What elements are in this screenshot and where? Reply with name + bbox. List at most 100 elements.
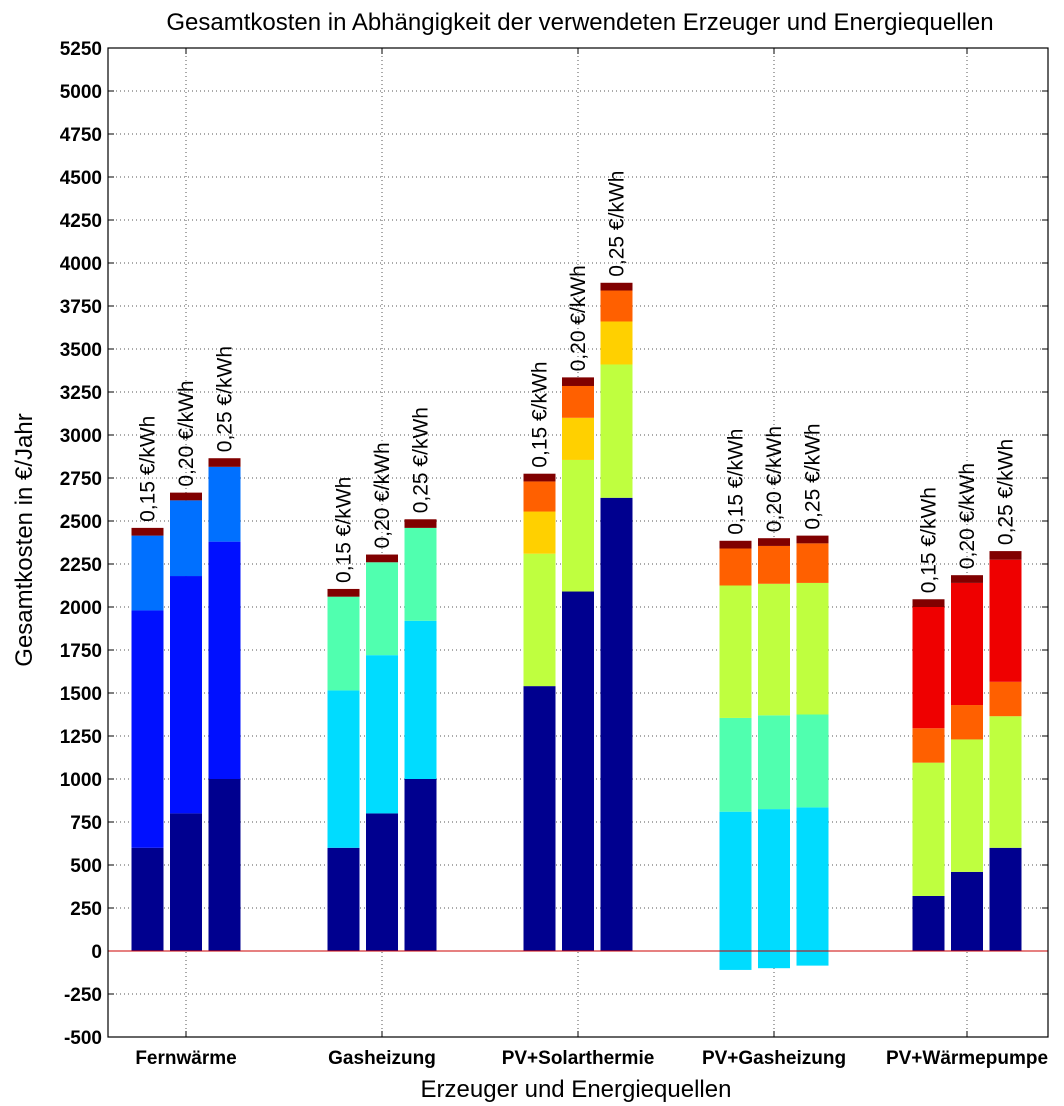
bar-segment: [796, 582, 829, 715]
y-tick-label: 5000: [60, 82, 102, 103]
bar-price-label: 0,25 €/kWh: [214, 346, 237, 452]
bar-segment: [951, 575, 983, 583]
bar-segment: [989, 559, 1022, 682]
y-tick-label: 0: [91, 942, 102, 963]
x-category-labels: Fernwärme Gasheizung PV+Solarthermie PV+Gas…: [135, 1048, 1048, 1069]
bar-segment: [600, 290, 633, 322]
bar-price-label: 0,25 €/kWh: [995, 439, 1018, 545]
y-tick-label: 1750: [60, 641, 102, 662]
bar-segment: [170, 813, 202, 951]
y-tick-label: 3250: [60, 383, 102, 404]
bar-segment: [131, 527, 164, 536]
y-axis-label: Gesamtkosten in €/Jahr: [11, 413, 38, 666]
y-tick-label: 2750: [60, 469, 102, 490]
bar-segment: [989, 551, 1022, 560]
bar-segment: [719, 540, 752, 549]
bar-segment: [989, 716, 1022, 848]
bar-price-label: 0,25 €/kWh: [802, 423, 825, 529]
y-tick-label: -500: [64, 1028, 102, 1049]
bar-price-label: 0,20 €/kWh: [567, 265, 590, 371]
bar-segment: [758, 538, 790, 546]
bar-segment: [131, 535, 164, 611]
bar-segment: [796, 807, 829, 951]
x-category-label: Fernwärme: [135, 1048, 236, 1069]
bar-segment: [170, 500, 202, 577]
bar-segment: [366, 813, 398, 951]
chart-title: Gesamtkosten in Abhängigkeit der verwend…: [166, 9, 993, 36]
bar-segment: [719, 811, 752, 951]
x-category-label: PV+Solarthermie: [502, 1048, 655, 1069]
bar-segment: [562, 377, 594, 386]
bar-segment: [208, 458, 241, 467]
bar-segment: [131, 610, 164, 848]
plot-frame: [107, 47, 1049, 1038]
bar-segment: [404, 779, 437, 951]
bar-price-label: 0,15 €/kWh: [333, 477, 356, 583]
bar-segment: [523, 481, 556, 512]
y-tick-label: 1000: [60, 770, 102, 791]
y-tick-label: 2000: [60, 598, 102, 619]
y-tick-label: 3500: [60, 340, 102, 361]
bar-segment: [562, 591, 594, 951]
bar-segment: [989, 847, 1022, 951]
y-tick-label: 4250: [60, 211, 102, 232]
bar-segment: [600, 364, 633, 498]
bar-segment: [366, 655, 398, 814]
bar-price-label: 0,20 €/kWh: [956, 463, 979, 569]
y-tick-label: 2250: [60, 555, 102, 576]
y-tick-label: 4750: [60, 125, 102, 146]
y-tick-label: 2500: [60, 512, 102, 533]
bar-segment: [562, 385, 594, 418]
bar-segment: [719, 585, 752, 718]
bar-segment-negative: [796, 951, 829, 966]
bar-segment-negative: [758, 951, 790, 969]
bar-segment: [562, 459, 594, 592]
bar-segment: [170, 576, 202, 814]
bar-segment: [600, 321, 633, 365]
y-tick-label: 500: [70, 856, 102, 877]
x-category-label: PV+Wärmepumpe: [886, 1048, 1048, 1069]
bar-price-label: 0,20 €/kWh: [371, 442, 394, 548]
bar-price-label: 0,15 €/kWh: [725, 429, 748, 535]
bar-segment: [523, 553, 556, 687]
bar-segment: [951, 739, 983, 872]
bar-segment: [989, 681, 1022, 717]
bars-layer: [131, 282, 1022, 970]
bar-segment: [131, 847, 164, 951]
y-tick-label: 4500: [60, 168, 102, 189]
bar-price-label: 0,15 €/kWh: [529, 361, 552, 467]
bar-segment: [208, 541, 241, 779]
bar-segment: [208, 779, 241, 951]
bar-price-label: 0,15 €/kWh: [918, 487, 941, 593]
bar-segment: [327, 847, 360, 951]
bar-segment: [951, 871, 983, 951]
bar-segment: [951, 705, 983, 740]
bar-segment: [912, 895, 945, 951]
bar-segment: [327, 596, 360, 691]
bar-segment: [796, 543, 829, 583]
y-tick-labels: 5250500047504500425040003750350032503000…: [60, 39, 102, 1049]
bar-segment: [600, 282, 633, 291]
bar-segment: [208, 466, 241, 542]
bar-segment: [758, 545, 790, 584]
bar-segment: [796, 535, 829, 544]
y-tick-label: 1250: [60, 727, 102, 748]
y-tick-label: 5250: [60, 39, 102, 60]
bar-segment: [600, 497, 633, 951]
bar-segment: [404, 620, 437, 779]
x-category-label: Gasheizung: [328, 1048, 436, 1069]
bar-segment: [562, 417, 594, 460]
y-tick-label: 3750: [60, 297, 102, 318]
bar-segment: [912, 607, 945, 729]
bar-segment: [796, 714, 829, 808]
bar-segment: [404, 527, 437, 621]
bar-segment: [170, 492, 202, 501]
y-tick-label: -250: [64, 985, 102, 1006]
bar-segment: [327, 588, 360, 597]
bar-segment: [366, 562, 398, 656]
bar-price-labels: 0,15 €/kWh 0,20 €/kWh 0,25 €/kWh 0,15 €/kWh…: [137, 171, 1018, 594]
bar-segment: [912, 599, 945, 607]
bar-segment: [719, 548, 752, 586]
bar-segment: [523, 473, 556, 482]
